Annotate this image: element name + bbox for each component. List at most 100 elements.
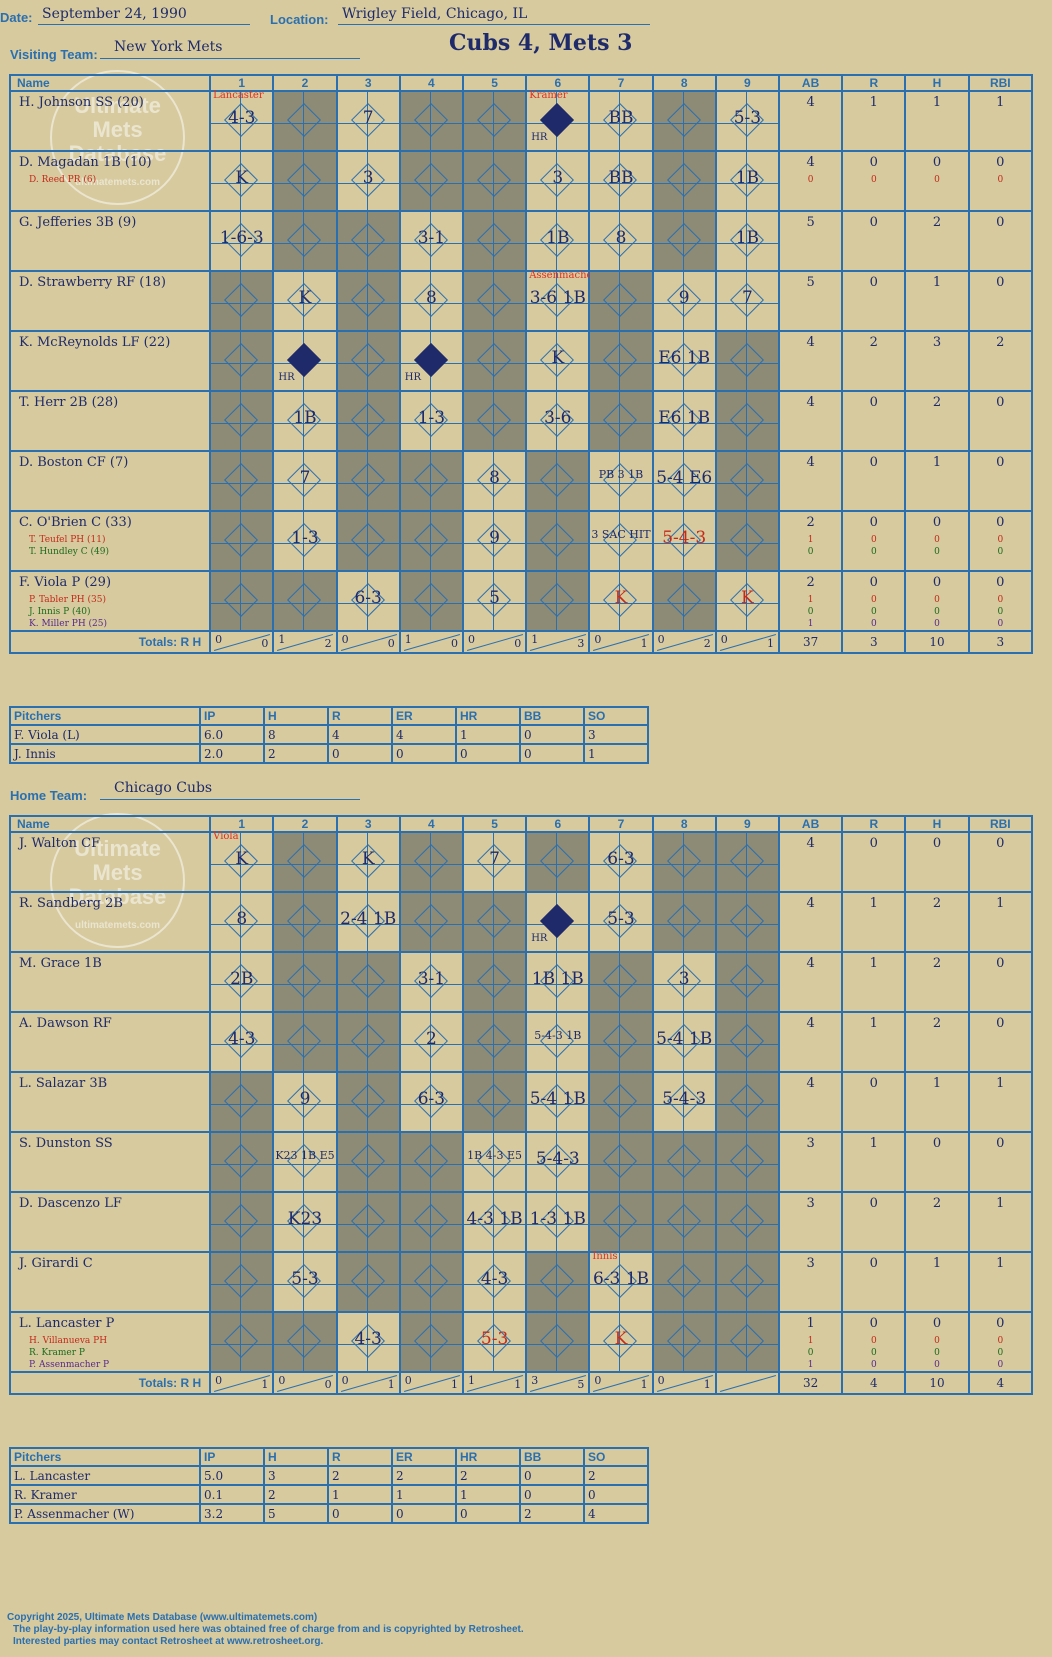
stat-ab: 4 [777, 891, 844, 953]
sub-stat-values: 0 [970, 174, 1031, 186]
inning-hits: 2 [324, 637, 332, 650]
visiting-team-value: New York Mets [114, 39, 223, 55]
substitute-name: P. Tabler PH (35) [29, 595, 106, 605]
inning-runs: 0 [720, 633, 728, 646]
basepath-diamond [666, 223, 701, 257]
at-bat-cell: 5-4-3 [525, 1131, 591, 1193]
at-bat-cell [525, 570, 591, 632]
basepath-diamond [350, 1024, 385, 1058]
sub-stat-value: 0 [934, 547, 940, 557]
at-bat-result: 7 [741, 288, 753, 308]
pitcher-change-label: Viola [213, 831, 239, 842]
sub-stat-value: 0 [934, 619, 940, 629]
basepath-diamond [287, 1324, 322, 1358]
inning-hits: 0 [324, 1378, 332, 1391]
basepath-diamond [477, 343, 511, 377]
pitcher-col-hr: HR [455, 1447, 521, 1467]
at-bat-cell: 4-3 [209, 1011, 275, 1073]
at-bat-cell [651, 1131, 717, 1193]
at-bat-cell [398, 150, 464, 212]
basepath-diamond [603, 283, 638, 317]
col-header-ab: AB [777, 74, 844, 92]
at-bat-result: 1B [735, 168, 760, 188]
basepath-diamond [224, 523, 259, 557]
at-bat-cell [651, 90, 717, 152]
stat-value: 0 [932, 155, 942, 170]
total-value: 4 [869, 1376, 878, 1390]
stat-ab: 4 [777, 90, 844, 152]
at-bat-cell [398, 510, 464, 572]
at-bat-result: HR [531, 132, 548, 143]
stat-r: 0 [841, 210, 907, 272]
inning-runs: 0 [467, 633, 475, 646]
at-bat-result: 1B 4-3 E5 [467, 1149, 522, 1162]
stat-r: 1 [841, 891, 907, 953]
location-value: Wrigley Field, Chicago, IL [342, 6, 528, 22]
batter-row: D. Strawberry RF (18) K 8 3-6 1B Assenmacher… [8, 270, 1034, 332]
stat-value: 2 [932, 956, 942, 971]
at-bat-cell: 9 [461, 510, 528, 572]
pitcher-col-r: R [327, 706, 393, 726]
basepath-diamond [413, 1204, 448, 1238]
basepath-diamond [413, 1324, 448, 1358]
pitcher-stat-ip: 2.0 [199, 743, 265, 764]
at-bat-cell [588, 1071, 654, 1133]
at-bat-cell [461, 1071, 528, 1133]
pitcher-stat-r: 0 [327, 1503, 393, 1524]
at-bat-cell [398, 1191, 464, 1253]
at-bat-result: 8 [236, 909, 248, 929]
sub-stat-value: 0 [997, 1360, 1004, 1370]
sub-stat-value: 0 [870, 175, 877, 185]
sub-stat-value: 0 [870, 1348, 877, 1358]
at-bat-result: 4-3 [480, 1269, 509, 1289]
pitcher-row: L. Lancaster 5.0 3 2 2 2 0 2 [9, 1465, 649, 1486]
sub-stat-value: 0 [807, 1348, 814, 1358]
at-bat-result: K [235, 849, 249, 869]
stat-value: 2 [869, 335, 878, 350]
at-bat-cell [272, 831, 338, 893]
basepath-diamond [666, 1324, 701, 1358]
basepath-diamond [224, 343, 259, 377]
basepath-diamond [540, 1264, 575, 1298]
col-header-inning-7: 7 [588, 74, 654, 92]
at-bat-result: 8 [425, 288, 437, 308]
batter-name: D. Dascenzo LF [19, 1196, 122, 1211]
at-bat-cell [714, 330, 781, 392]
pitcher-stat-bb: 0 [519, 1465, 585, 1486]
stat-value: 0 [869, 575, 878, 590]
at-bat-cell: HR [272, 330, 338, 392]
at-bat-cell [335, 951, 401, 1013]
pitcher-change-label: Assenmacher [529, 270, 598, 281]
stat-h: 1 [904, 450, 970, 512]
stat-value: 0 [869, 1196, 878, 1211]
at-bat-result: 7 [489, 849, 500, 869]
basepath-diamond [224, 1324, 259, 1358]
col-header-inning-4: 4 [398, 74, 464, 92]
batter-name: J. Girardi C [19, 1256, 93, 1271]
pitcher-col-ip: IP [199, 1447, 265, 1467]
at-bat-result: 6-3 [354, 588, 382, 608]
batter-name: L. Salazar 3B [19, 1076, 108, 1091]
pitcher-col-so: SO [583, 1447, 649, 1467]
basepath-diamond [350, 223, 385, 257]
total-r: 3 [841, 630, 907, 654]
basepath-diamond [729, 844, 764, 878]
basepath-diamond [666, 583, 701, 617]
inning-runs: 0 [657, 1374, 665, 1387]
sub-stat-value: 0 [997, 1348, 1004, 1358]
stat-rbi: 1 [967, 1191, 1034, 1253]
pitcher-stat-er: 2 [391, 1465, 457, 1486]
stat-h: 2 [904, 891, 970, 953]
batter-row: G. Jefferies 3B (9) 1-6-3 3-1 1B 8 1B 5 0 2 0 [8, 210, 1034, 272]
stat-rbi: 1 [967, 1071, 1034, 1133]
batter-name: D. Magadan 1B (10) [19, 155, 152, 170]
inning-runs: 0 [341, 1374, 349, 1387]
basepath-diamond [287, 904, 322, 938]
basepath-diamond [287, 103, 322, 137]
at-bat-result: PB 3 1B [598, 468, 644, 481]
pitcher-row: P. Assenmacher (W) 3.2 5 0 0 0 2 4 [9, 1503, 649, 1524]
